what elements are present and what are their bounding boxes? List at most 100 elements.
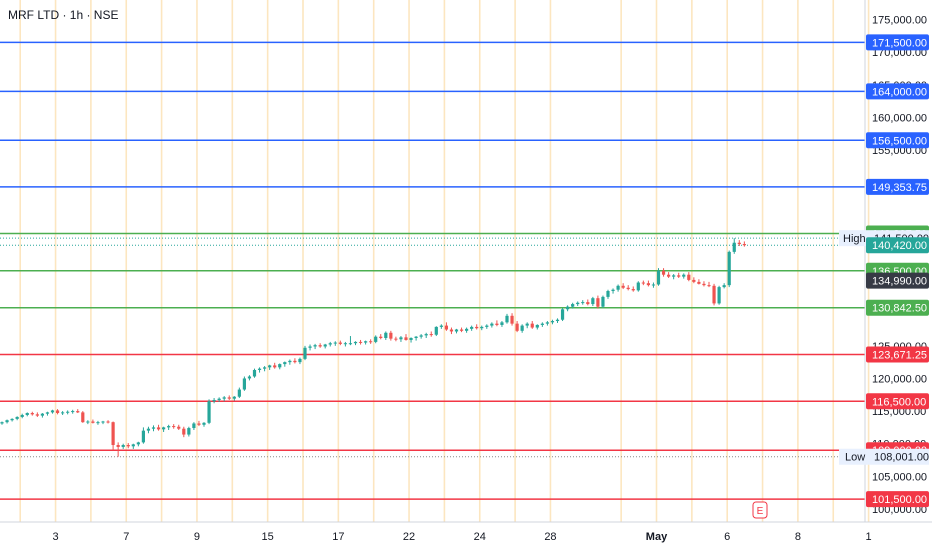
candle-body[interactable] xyxy=(651,284,656,286)
candle-body[interactable] xyxy=(283,362,287,365)
candle-body[interactable] xyxy=(732,242,736,252)
candle-body[interactable] xyxy=(86,421,90,423)
candle-body[interactable] xyxy=(545,322,549,324)
candle-body[interactable] xyxy=(566,306,570,310)
candle-body[interactable] xyxy=(313,345,317,347)
candle-body[interactable] xyxy=(358,341,363,343)
candle-body[interactable] xyxy=(601,296,605,307)
candle-body[interactable] xyxy=(661,270,666,275)
candle-body[interactable] xyxy=(596,298,600,307)
candle-body[interactable] xyxy=(480,326,484,329)
candle-body[interactable] xyxy=(136,442,140,445)
candle-body[interactable] xyxy=(364,341,368,343)
candle-body[interactable] xyxy=(379,336,383,338)
candle-body[interactable] xyxy=(318,345,322,347)
candle-body[interactable] xyxy=(55,410,60,414)
candle-body[interactable] xyxy=(242,378,246,390)
candle-body[interactable] xyxy=(515,323,519,331)
candle-body[interactable] xyxy=(550,321,555,323)
candle-body[interactable] xyxy=(0,422,4,424)
candle-body[interactable] xyxy=(328,343,332,345)
candle-body[interactable] xyxy=(353,341,358,344)
candle-body[interactable] xyxy=(131,444,135,447)
candle-body[interactable] xyxy=(288,360,292,363)
candle-body[interactable] xyxy=(10,418,14,421)
candle-body[interactable] xyxy=(687,274,691,280)
candle-body[interactable] xyxy=(227,397,231,399)
candle-body[interactable] xyxy=(61,412,65,414)
candle-body[interactable] xyxy=(252,369,257,377)
candle-body[interactable] xyxy=(682,274,686,277)
candle-body[interactable] xyxy=(576,302,580,305)
candle-body[interactable] xyxy=(50,410,55,413)
candle-body[interactable] xyxy=(293,360,297,363)
candle-body[interactable] xyxy=(151,427,156,429)
candle-body[interactable] xyxy=(187,428,191,435)
candle-body[interactable] xyxy=(555,319,560,322)
candle-body[interactable] xyxy=(66,411,70,413)
candle-body[interactable] xyxy=(475,326,479,329)
candle-body[interactable] xyxy=(101,421,105,423)
candle-body[interactable] xyxy=(722,285,726,288)
candle-body[interactable] xyxy=(389,332,393,339)
candle-body[interactable] xyxy=(581,302,585,304)
candle-body[interactable] xyxy=(409,337,413,340)
candle-body[interactable] xyxy=(207,401,211,423)
candle-body[interactable] xyxy=(106,421,110,423)
candle-body[interactable] xyxy=(434,326,438,335)
candle-body[interactable] xyxy=(641,282,645,284)
candle-body[interactable] xyxy=(298,358,302,363)
candle-body[interactable] xyxy=(490,323,494,326)
candle-body[interactable] xyxy=(429,334,433,336)
candle-body[interactable] xyxy=(717,287,721,304)
candle-body[interactable] xyxy=(384,332,388,338)
candle-body[interactable] xyxy=(263,367,267,369)
candle-body[interactable] xyxy=(20,414,24,417)
candle-body[interactable] xyxy=(530,323,534,328)
candle-body[interactable] xyxy=(646,283,650,286)
candle-body[interactable] xyxy=(424,334,428,336)
candle-body[interactable] xyxy=(525,323,529,326)
candle-body[interactable] xyxy=(156,427,161,430)
candle-body[interactable] xyxy=(636,282,640,291)
candle-body[interactable] xyxy=(222,397,226,399)
candle-body[interactable] xyxy=(81,412,85,423)
candle-body[interactable] xyxy=(369,341,373,343)
candle-body[interactable] xyxy=(399,337,403,340)
candle-body[interactable] xyxy=(197,423,201,425)
candle-body[interactable] xyxy=(540,323,544,325)
candle-body[interactable] xyxy=(560,309,565,320)
candle-body[interactable] xyxy=(45,412,50,414)
candle-body[interactable] xyxy=(177,426,181,429)
candle-body[interactable] xyxy=(308,346,312,348)
candle-body[interactable] xyxy=(374,336,378,342)
candle-body[interactable] xyxy=(232,396,236,399)
candle-body[interactable] xyxy=(116,445,120,447)
candle-body[interactable] xyxy=(35,414,39,416)
candle-body[interactable] xyxy=(737,242,741,245)
candle-body[interactable] xyxy=(692,279,696,282)
candle-body[interactable] xyxy=(338,342,342,344)
candle-body[interactable] xyxy=(278,364,282,368)
candle-body[interactable] xyxy=(606,291,610,297)
candle-body[interactable] xyxy=(611,289,615,292)
candle-body[interactable] xyxy=(500,322,504,325)
candle-body[interactable] xyxy=(535,324,539,328)
event-marker[interactable]: E xyxy=(752,501,768,519)
candle-body[interactable] xyxy=(449,329,454,332)
candle-body[interactable] xyxy=(571,304,575,307)
candle-body[interactable] xyxy=(202,422,206,425)
candle-body[interactable] xyxy=(167,426,171,428)
candle-body[interactable] xyxy=(333,342,337,344)
candle-body[interactable] xyxy=(212,399,216,402)
candle-body[interactable] xyxy=(15,416,19,419)
candle-body[interactable] xyxy=(414,336,418,338)
candle-body[interactable] xyxy=(141,430,145,443)
candle-body[interactable] xyxy=(707,285,711,287)
candle-body[interactable] xyxy=(247,376,252,379)
candle-body[interactable] xyxy=(91,421,95,423)
candle-body[interactable] xyxy=(40,413,44,416)
candle-body[interactable] xyxy=(586,302,590,305)
candle-body[interactable] xyxy=(121,445,125,447)
candle-body[interactable] xyxy=(71,411,75,413)
